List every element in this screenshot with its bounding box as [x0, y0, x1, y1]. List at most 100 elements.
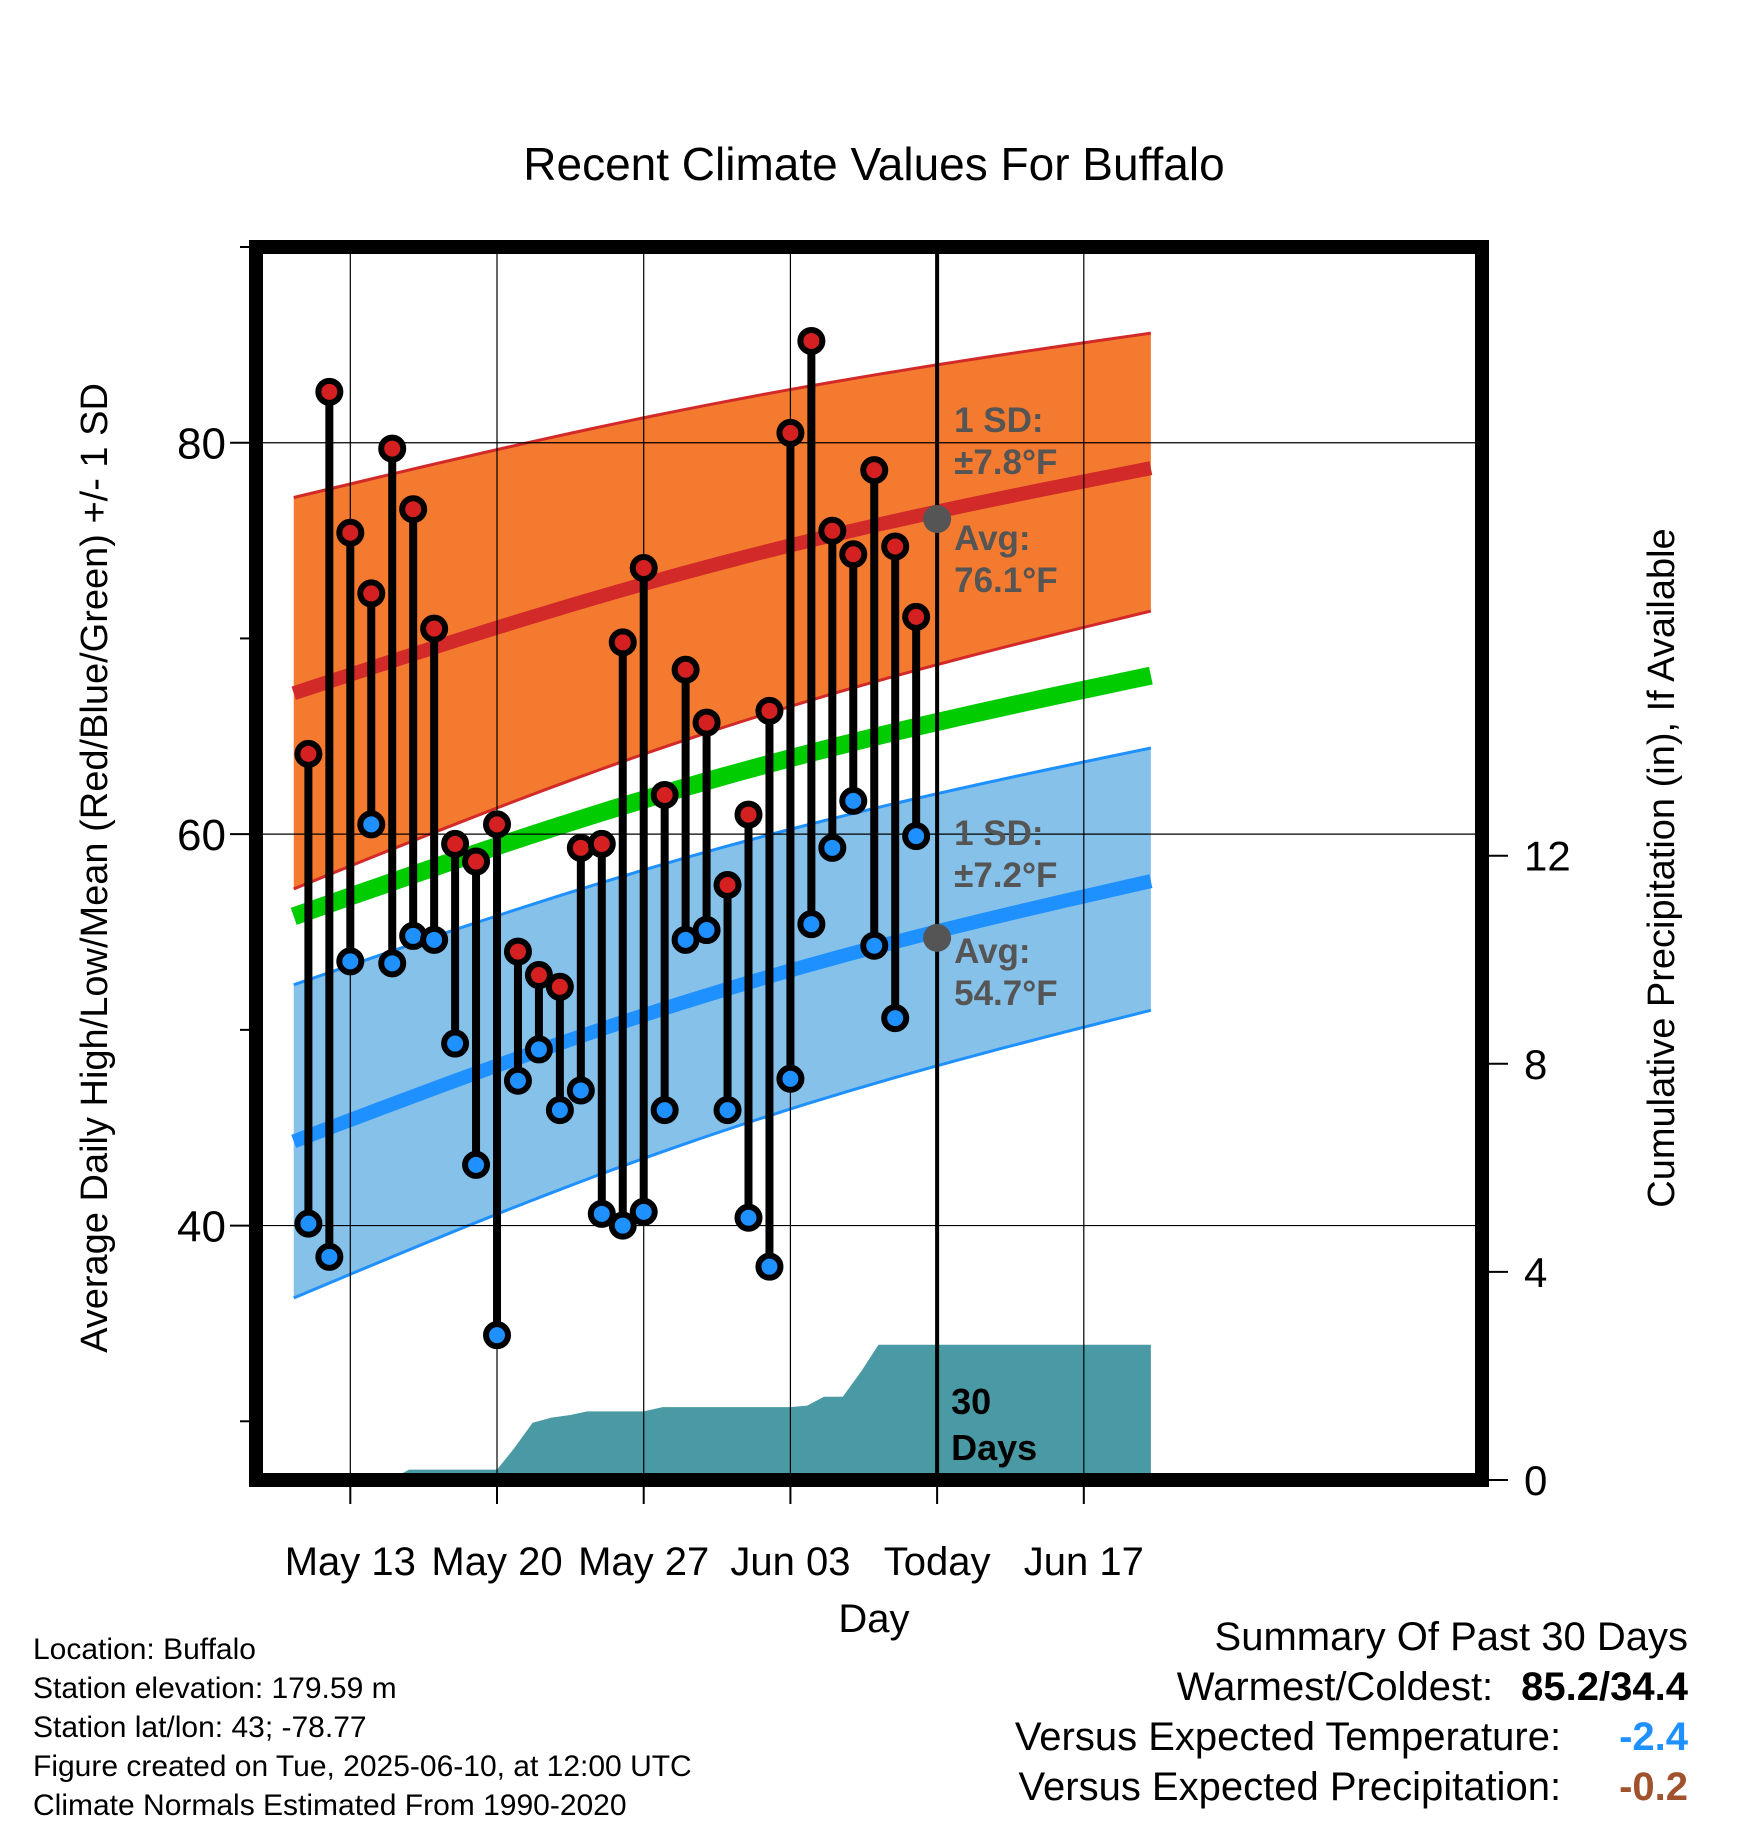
y2-tick-label-0: 0: [1524, 1457, 1547, 1504]
daily-high-point: [776, 418, 805, 447]
x-tick-label-0: May 13: [285, 1540, 416, 1584]
low-avg-label: Avg:: [954, 932, 1030, 971]
daily-high-point: [692, 708, 721, 737]
daily-low-point: [881, 1004, 910, 1033]
daily-high-point: [545, 972, 574, 1001]
daily-high-point: [587, 829, 616, 858]
precip-area: [256, 1344, 1151, 1480]
daily-high-point: [378, 434, 407, 463]
daily-high-point: [629, 553, 658, 582]
daily-low-point: [503, 1066, 532, 1095]
y-tick-label-0: 40: [177, 1203, 226, 1252]
daily-low-point: [818, 833, 847, 862]
daily-low-point: [545, 1096, 574, 1125]
high-avg-value: 76.1°F: [954, 561, 1058, 600]
precip-anomaly-label: Versus Expected Precipitation:: [1018, 1765, 1562, 1809]
summary-row-precip: Versus Expected Precipitation: -0.2: [1015, 1762, 1688, 1812]
daily-high-point: [441, 829, 470, 858]
daily-low-point: [776, 1064, 805, 1093]
warm-cold-value: 85.2/34.4: [1521, 1665, 1688, 1709]
daily-high-point: [755, 696, 784, 725]
daily-high-point: [524, 961, 553, 990]
daily-low-point: [566, 1076, 595, 1105]
plot-frame: [249, 240, 1489, 1487]
daily-low-point: [860, 931, 889, 960]
daily-high-point: [420, 614, 449, 643]
low-sd-label: 1 SD:: [954, 814, 1043, 853]
daily-low-point: [797, 910, 826, 939]
warm-cold-label: Warmest/Coldest:: [1176, 1665, 1494, 1709]
y2-tick-label-3: 12: [1524, 833, 1571, 880]
daily-high-point: [608, 628, 637, 657]
daily-high-point: [483, 810, 512, 839]
daily-low-point: [336, 947, 365, 976]
station-elevation: Station elevation: 179.59 m: [33, 1672, 397, 1705]
daily-high-point: [336, 518, 365, 547]
high-sd-label: 1 SD:: [954, 401, 1043, 440]
x-tick-label-2: May 27: [578, 1540, 709, 1584]
daily-low-point: [629, 1197, 658, 1226]
temp-anomaly-label: Versus Expected Temperature:: [1014, 1715, 1562, 1759]
low-average-line: [291, 874, 1153, 1148]
high-sd-value: ±7.8°F: [954, 443, 1057, 482]
y2-tick-label-2: 8: [1524, 1041, 1547, 1088]
daily-low-point: [420, 925, 449, 954]
summary-panel: Summary Of Past 30 Days Warmest/Coldest:…: [1015, 1612, 1688, 1812]
daily-low-point: [294, 1209, 323, 1238]
daily-high-point: [902, 602, 931, 631]
daily-low-point: [587, 1199, 616, 1228]
daily-high-point: [503, 937, 532, 966]
daily-low-point: [357, 810, 386, 839]
daily-high-point: [399, 495, 428, 524]
normals-period: Climate Normals Estimated From 1990-2020: [33, 1789, 627, 1822]
x-tick-label-5: Jun 17: [1024, 1540, 1144, 1584]
daily-low-point: [713, 1096, 742, 1125]
station-latlon: Station lat/lon: 43; -78.77: [33, 1711, 367, 1744]
daily-low-point: [650, 1096, 679, 1125]
daily-high-point: [462, 847, 491, 876]
daily-high-point: [818, 516, 847, 545]
daily-high-point: [315, 377, 344, 406]
low-sd-value: ±7.2°F: [954, 856, 1057, 895]
figure-created: Figure created on Tue, 2025-06-10, at 12…: [33, 1750, 692, 1783]
daily-high-point: [860, 456, 889, 485]
precip-anomaly-value: -0.2: [1619, 1765, 1688, 1809]
daily-high-point: [881, 532, 910, 561]
daily-low-point: [524, 1035, 553, 1064]
temp-anomaly-value: -2.4: [1619, 1715, 1688, 1759]
low-sd-band-lower-edge: [293, 1008, 1152, 1300]
daily-low-point: [441, 1029, 470, 1058]
x-axis-label: Day: [838, 1597, 909, 1641]
daily-high-point: [294, 739, 323, 768]
x-tick-label-4: Today: [884, 1540, 991, 1584]
daily-low-point: [755, 1252, 784, 1281]
high-avg-label: Avg:: [954, 519, 1030, 558]
y2-axis-label: Cumulative Precipitation (in), If Availa…: [1641, 528, 1683, 1207]
daily-high-point: [671, 655, 700, 684]
summary-row-warm-cold: Warmest/Coldest: 85.2/34.4: [1015, 1662, 1688, 1712]
window-label-number: 30: [951, 1381, 991, 1422]
daily-high-point: [713, 871, 742, 900]
low-avg-value: 54.7°F: [954, 974, 1058, 1013]
y-tick-label-2: 80: [177, 420, 226, 469]
x-tick-label-3: Jun 03: [730, 1540, 850, 1584]
high-sd-band-upper-edge: [293, 331, 1152, 499]
daily-low-point: [608, 1211, 637, 1240]
summary-title: Summary Of Past 30 Days: [1214, 1615, 1688, 1659]
daily-low-point: [839, 786, 868, 815]
summary-row-temp: Versus Expected Temperature: -2.4: [1015, 1712, 1688, 1762]
daily-low-point: [378, 949, 407, 978]
station-location: Location: Buffalo: [33, 1633, 256, 1666]
daily-low-point: [483, 1321, 512, 1350]
x-tick-label-1: May 20: [431, 1540, 562, 1584]
today-high-avg-marker: [923, 505, 952, 534]
chart-title: Recent Climate Values For Buffalo: [523, 138, 1224, 190]
daily-low-point: [734, 1203, 763, 1232]
daily-low-point: [902, 822, 931, 851]
daily-high-point: [650, 781, 679, 809]
station-info: Location: Buffalo Station elevation: 179…: [33, 1630, 692, 1825]
today-low-avg-marker: [923, 923, 952, 952]
y-axis-label: Average Daily High/Low/Mean (Red/Blue/Gr…: [74, 383, 116, 1353]
